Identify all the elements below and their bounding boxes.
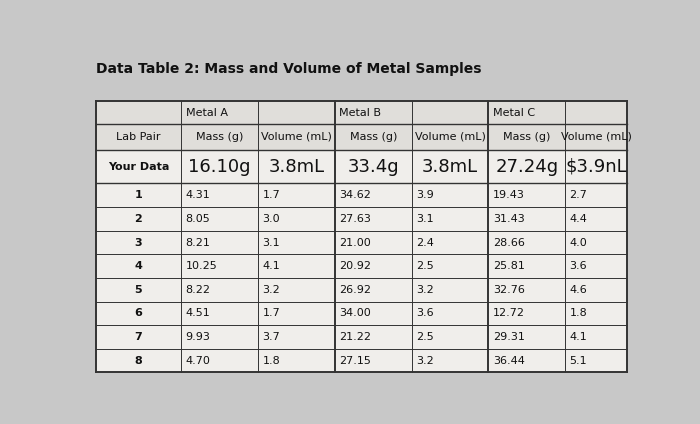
Bar: [96, 254, 627, 278]
Text: 27.63: 27.63: [340, 214, 371, 224]
Text: 3.2: 3.2: [416, 356, 434, 365]
Text: 4.4: 4.4: [570, 214, 587, 224]
Text: 4: 4: [134, 261, 142, 271]
Text: 8.21: 8.21: [186, 237, 211, 248]
Text: 31.43: 31.43: [493, 214, 524, 224]
Text: 16.10g: 16.10g: [188, 157, 251, 176]
Bar: [96, 207, 627, 231]
Text: 1.7: 1.7: [262, 190, 280, 200]
Text: 2.5: 2.5: [416, 332, 434, 342]
Text: 8: 8: [134, 356, 142, 365]
Text: 5.1: 5.1: [570, 356, 587, 365]
Text: 3.9: 3.9: [416, 190, 434, 200]
Text: 4.51: 4.51: [186, 308, 211, 318]
Text: 1.8: 1.8: [570, 308, 587, 318]
Text: 2.7: 2.7: [570, 190, 587, 200]
Text: 34.62: 34.62: [340, 190, 371, 200]
Text: $3.9nL: $3.9nL: [566, 157, 627, 176]
Text: Volume (mL): Volume (mL): [561, 131, 631, 142]
Text: 27.24g: 27.24g: [496, 157, 559, 176]
Text: 4.1: 4.1: [570, 332, 587, 342]
Text: Volume (mL): Volume (mL): [261, 131, 332, 142]
Text: Data Table 2: Mass and Volume of Metal Samples: Data Table 2: Mass and Volume of Metal S…: [96, 62, 481, 76]
Text: 8.22: 8.22: [186, 285, 211, 295]
Text: 3.2: 3.2: [416, 285, 434, 295]
Text: 12.72: 12.72: [493, 308, 525, 318]
Text: 3.6: 3.6: [416, 308, 433, 318]
Text: 21.22: 21.22: [340, 332, 371, 342]
Text: 25.81: 25.81: [493, 261, 525, 271]
Text: 2.5: 2.5: [416, 261, 434, 271]
Text: 26.92: 26.92: [340, 285, 371, 295]
Text: 1: 1: [134, 190, 142, 200]
Text: 3: 3: [134, 237, 142, 248]
Text: 21.00: 21.00: [340, 237, 371, 248]
Text: 36.44: 36.44: [493, 356, 525, 365]
Text: 27.15: 27.15: [340, 356, 371, 365]
Text: 1.7: 1.7: [262, 308, 280, 318]
Text: 8.05: 8.05: [186, 214, 211, 224]
Text: 3.6: 3.6: [570, 261, 587, 271]
Text: 6: 6: [134, 308, 142, 318]
Text: 4.1: 4.1: [262, 261, 280, 271]
Text: 5: 5: [134, 285, 142, 295]
Text: 3.7: 3.7: [262, 332, 280, 342]
Text: 33.4g: 33.4g: [347, 157, 399, 176]
Text: Metal C: Metal C: [493, 108, 535, 117]
Text: 4.70: 4.70: [186, 356, 211, 365]
Bar: [96, 325, 627, 349]
Text: 3.8mL: 3.8mL: [268, 157, 325, 176]
Bar: [96, 278, 627, 301]
Text: 3.8mL: 3.8mL: [422, 157, 478, 176]
Text: 29.31: 29.31: [493, 332, 525, 342]
Text: Mass (g): Mass (g): [349, 131, 397, 142]
Text: 9.93: 9.93: [186, 332, 211, 342]
Bar: [96, 301, 627, 325]
Text: Mass (g): Mass (g): [503, 131, 551, 142]
Text: 2.4: 2.4: [416, 237, 434, 248]
Text: 2: 2: [134, 214, 142, 224]
Text: 32.76: 32.76: [493, 285, 525, 295]
Bar: [96, 101, 627, 124]
Text: Volume (mL): Volume (mL): [414, 131, 486, 142]
Text: 34.00: 34.00: [340, 308, 371, 318]
Text: 4.0: 4.0: [570, 237, 587, 248]
Text: 3.1: 3.1: [416, 214, 433, 224]
Text: 1.8: 1.8: [262, 356, 280, 365]
Bar: [96, 124, 627, 150]
Text: Lab Pair: Lab Pair: [116, 131, 161, 142]
Bar: [96, 184, 627, 207]
Text: Mass (g): Mass (g): [196, 131, 244, 142]
Text: Your Data: Your Data: [108, 162, 169, 172]
Text: 4.31: 4.31: [186, 190, 211, 200]
Text: 10.25: 10.25: [186, 261, 218, 271]
Text: Metal B: Metal B: [340, 108, 382, 117]
Text: 3.0: 3.0: [262, 214, 280, 224]
Bar: [96, 349, 627, 372]
Text: 7: 7: [134, 332, 142, 342]
Text: 19.43: 19.43: [493, 190, 525, 200]
Bar: [96, 150, 627, 184]
Text: Metal A: Metal A: [186, 108, 228, 117]
Bar: [96, 101, 627, 372]
Text: 3.1: 3.1: [262, 237, 280, 248]
Text: 20.92: 20.92: [340, 261, 371, 271]
Text: 4.6: 4.6: [570, 285, 587, 295]
Bar: [96, 231, 627, 254]
Text: 28.66: 28.66: [493, 237, 525, 248]
Text: 3.2: 3.2: [262, 285, 280, 295]
